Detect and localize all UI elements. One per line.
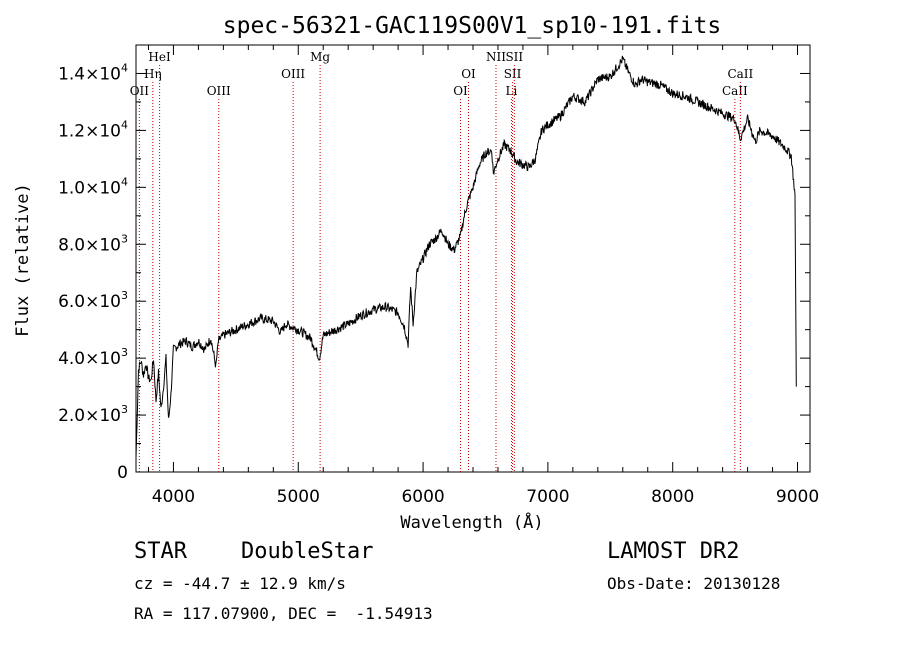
line-marker-label: CaII bbox=[722, 84, 748, 98]
observation-date: Obs-Date: 20130128 bbox=[607, 574, 781, 593]
line-marker-label: Hη bbox=[144, 67, 162, 81]
emission-line-markers: OII Hη HeI OIII OIII Mg OI OI NII Li SII SII CaII CaI… bbox=[130, 50, 754, 472]
line-marker-label: SII bbox=[504, 67, 522, 81]
line-marker-label: OI bbox=[461, 67, 476, 81]
line-marker-label: OIII bbox=[207, 84, 231, 98]
y-tick-label: 1.2×104 bbox=[58, 118, 128, 141]
y-tick-label: 6.0×103 bbox=[58, 289, 128, 312]
x-tick-label: 6000 bbox=[401, 487, 444, 507]
x-tick-label: 4000 bbox=[152, 487, 195, 507]
line-marker-label: NII bbox=[486, 50, 506, 64]
ra-dec: RA = 117.07900, DEC = -1.54913 bbox=[134, 604, 433, 623]
redshift-cz: cz = -44.7 ± 12.9 km/s bbox=[134, 574, 346, 593]
y-axis: 0 2.0×103 4.0×103 6.0×103 8.0×103 1.0×104 1.2×… bbox=[58, 61, 810, 483]
y-tick-label: 1.0×104 bbox=[58, 175, 128, 198]
x-tick-label: 8000 bbox=[651, 487, 694, 507]
x-axis: 4000 5000 6000 7000 8000 9000 bbox=[147, 45, 819, 507]
x-tick-label: 5000 bbox=[277, 487, 320, 507]
y-tick-label: 1.4×104 bbox=[58, 61, 128, 84]
object-subclass: DoubleStar bbox=[241, 539, 374, 564]
line-marker-label: Li bbox=[506, 84, 518, 98]
line-marker-label: HeI bbox=[148, 50, 171, 64]
survey-name: LAMOST DR2 bbox=[607, 539, 740, 564]
chart-title: spec-56321-GAC119S00V1_sp10-191.fits bbox=[223, 13, 722, 39]
line-marker-label: OII bbox=[130, 84, 150, 98]
line-marker-label: Mg bbox=[310, 50, 330, 64]
line-marker-label: OI bbox=[453, 84, 468, 98]
x-tick-label: 9000 bbox=[776, 487, 819, 507]
x-axis-label: Wavelength (Å) bbox=[400, 511, 543, 533]
y-tick-label: 0 bbox=[117, 463, 128, 483]
y-tick-label: 4.0×103 bbox=[58, 346, 128, 369]
x-tick-label: 7000 bbox=[526, 487, 569, 507]
object-class: STAR bbox=[134, 539, 187, 564]
spectrum-line bbox=[135, 55, 797, 458]
y-tick-label: 8.0×103 bbox=[58, 232, 128, 255]
line-marker-label: OIII bbox=[281, 67, 305, 81]
line-marker-label: CaII bbox=[727, 67, 753, 81]
y-tick-label: 2.0×103 bbox=[58, 403, 128, 426]
y-axis-label: Flux (relative) bbox=[13, 183, 33, 337]
line-marker-label: SII bbox=[505, 50, 523, 64]
